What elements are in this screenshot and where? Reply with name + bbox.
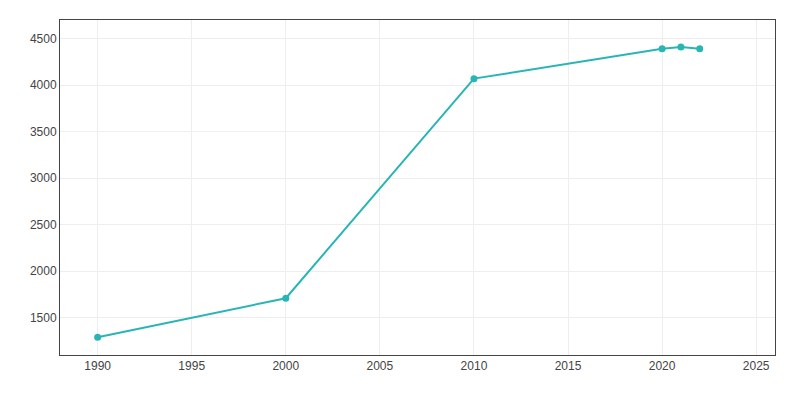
svg-text:3500: 3500	[30, 125, 57, 139]
svg-text:1500: 1500	[30, 311, 57, 325]
svg-text:2000: 2000	[30, 264, 57, 278]
svg-text:2020: 2020	[649, 359, 676, 373]
svg-text:4500: 4500	[30, 32, 57, 46]
svg-text:2500: 2500	[30, 218, 57, 232]
svg-text:2005: 2005	[367, 359, 394, 373]
svg-text:4000: 4000	[30, 78, 57, 92]
svg-text:2025: 2025	[743, 359, 770, 373]
svg-text:2015: 2015	[555, 359, 582, 373]
svg-text:2000: 2000	[272, 359, 299, 373]
svg-text:3000: 3000	[30, 171, 57, 185]
svg-text:2010: 2010	[461, 359, 488, 373]
svg-text:1990: 1990	[84, 359, 111, 373]
svg-text:1995: 1995	[178, 359, 205, 373]
